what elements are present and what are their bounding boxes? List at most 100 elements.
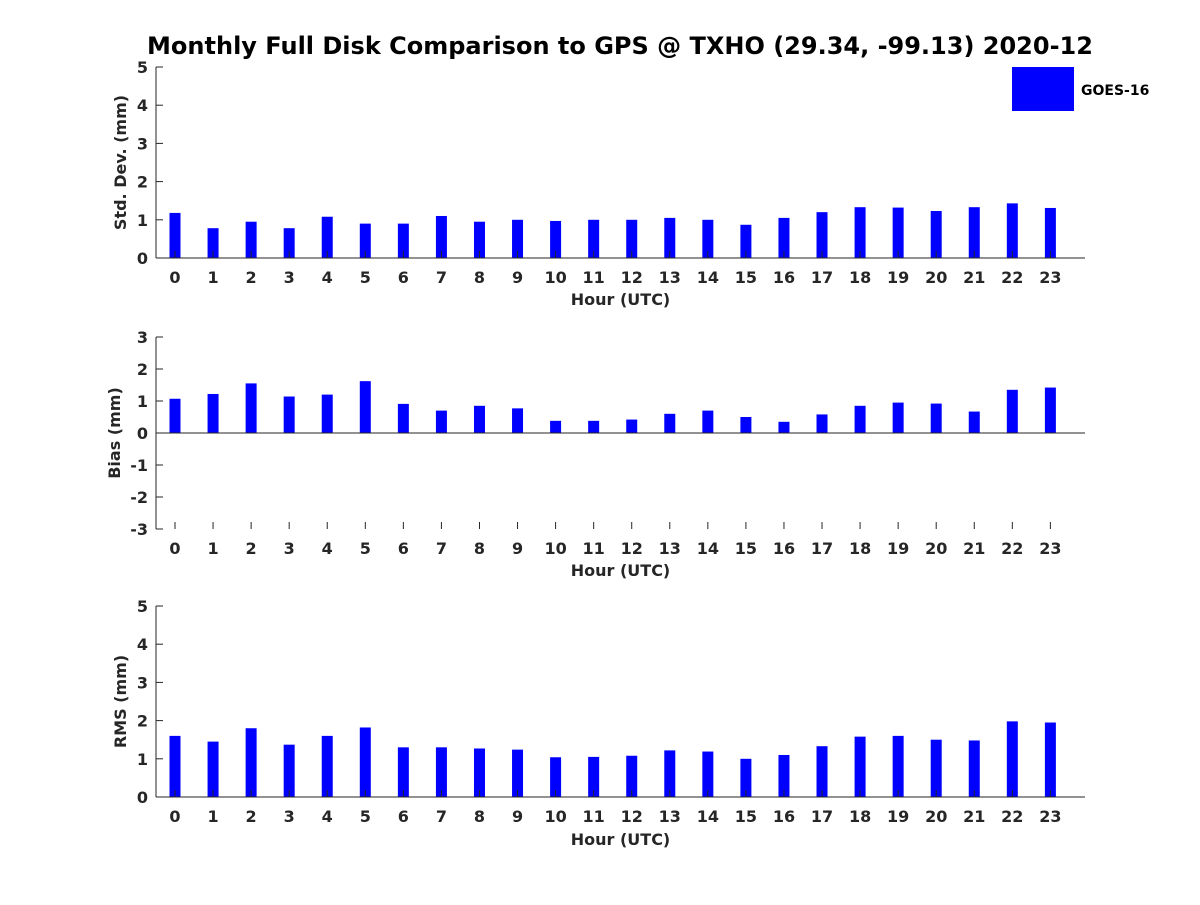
- bar: [702, 219, 714, 258]
- y-axis-label: Bias (mm): [105, 387, 124, 479]
- x-tick-label: 23: [1039, 807, 1061, 826]
- x-tick-label: 2: [246, 268, 257, 287]
- bar: [1006, 203, 1018, 258]
- x-tick-label: 7: [436, 807, 447, 826]
- bar: [397, 223, 409, 258]
- bar: [854, 405, 866, 433]
- bar: [169, 735, 181, 797]
- bar: [968, 207, 980, 258]
- bar: [473, 405, 485, 433]
- x-tick-label: 7: [436, 268, 447, 287]
- bar: [550, 220, 562, 258]
- x-tick-label: 3: [284, 268, 295, 287]
- y-tick-label: 0: [137, 424, 148, 443]
- y-tick-label: 1: [137, 211, 148, 230]
- bar: [588, 219, 600, 258]
- x-tick-label: 16: [773, 539, 795, 558]
- x-tick-label: 15: [735, 539, 757, 558]
- x-tick-label: 9: [512, 268, 523, 287]
- x-tick-label: 9: [512, 539, 523, 558]
- bar: [968, 740, 980, 797]
- bar: [626, 419, 638, 433]
- y-axis-label: RMS (mm): [111, 655, 130, 748]
- bar: [359, 381, 371, 433]
- x-tick-label: 11: [583, 539, 605, 558]
- bar: [359, 727, 371, 797]
- x-tick-label: 4: [322, 807, 333, 826]
- bar: [1044, 207, 1056, 258]
- bar: [778, 217, 790, 258]
- bar: [702, 410, 714, 433]
- x-tick-label: 13: [659, 807, 681, 826]
- x-tick-label: 23: [1039, 539, 1061, 558]
- bar: [245, 221, 257, 258]
- bar: [740, 758, 752, 797]
- x-tick-label: 16: [773, 268, 795, 287]
- bar: [778, 421, 790, 433]
- bar: [854, 736, 866, 797]
- x-axis-label: Hour (UTC): [571, 830, 671, 849]
- x-tick-label: 11: [583, 268, 605, 287]
- y-axis-label: Std. Dev. (mm): [111, 95, 130, 230]
- bar: [1044, 387, 1056, 433]
- bar: [588, 756, 600, 797]
- x-tick-label: 10: [544, 807, 566, 826]
- y-tick-label: 2: [137, 712, 148, 731]
- bar: [321, 735, 333, 797]
- x-tick-label: 1: [207, 268, 218, 287]
- bar: [283, 396, 295, 433]
- x-tick-label: 17: [811, 539, 833, 558]
- x-tick-label: 17: [811, 807, 833, 826]
- bar: [892, 735, 904, 797]
- x-tick-label: 8: [474, 539, 485, 558]
- bar: [892, 402, 904, 433]
- x-tick-label: 12: [621, 268, 643, 287]
- x-axis-label: Hour (UTC): [571, 290, 671, 309]
- x-tick-label: 9: [512, 807, 523, 826]
- bar: [740, 224, 752, 258]
- x-tick-label: 16: [773, 807, 795, 826]
- x-tick-label: 14: [697, 807, 719, 826]
- bar: [1044, 722, 1056, 797]
- y-tick-label: 4: [137, 96, 148, 115]
- x-tick-label: 13: [659, 539, 681, 558]
- bar: [397, 403, 409, 433]
- x-tick-label: 18: [849, 807, 871, 826]
- x-tick-label: 3: [284, 539, 295, 558]
- x-tick-label: 8: [474, 807, 485, 826]
- bar: [512, 219, 524, 258]
- x-tick-label: 5: [360, 268, 371, 287]
- x-tick-label: 6: [398, 807, 409, 826]
- bar: [321, 216, 333, 258]
- y-tick-label: 5: [137, 597, 148, 616]
- bar: [207, 741, 219, 797]
- x-tick-label: 8: [474, 268, 485, 287]
- bar: [816, 212, 828, 258]
- bar: [1006, 721, 1018, 797]
- bar: [588, 420, 600, 433]
- bar: [664, 413, 676, 433]
- bar: [816, 414, 828, 433]
- bar: [892, 207, 904, 258]
- x-tick-label: 21: [963, 539, 985, 558]
- bar: [816, 746, 828, 797]
- bar: [778, 754, 790, 797]
- x-tick-label: 20: [925, 268, 947, 287]
- legend: GOES-16: [1012, 67, 1149, 111]
- x-tick-label: 14: [697, 539, 719, 558]
- y-tick-label: 4: [137, 635, 148, 654]
- bar: [930, 739, 942, 797]
- x-tick-label: 22: [1001, 539, 1023, 558]
- x-axis-label: Hour (UTC): [571, 561, 671, 580]
- x-tick-label: 19: [887, 539, 909, 558]
- y-tick-label: 3: [137, 328, 148, 347]
- x-tick-label: 12: [621, 539, 643, 558]
- bar: [512, 408, 524, 433]
- x-tick-label: 15: [735, 268, 757, 287]
- bar: [854, 207, 866, 258]
- x-tick-label: 23: [1039, 268, 1061, 287]
